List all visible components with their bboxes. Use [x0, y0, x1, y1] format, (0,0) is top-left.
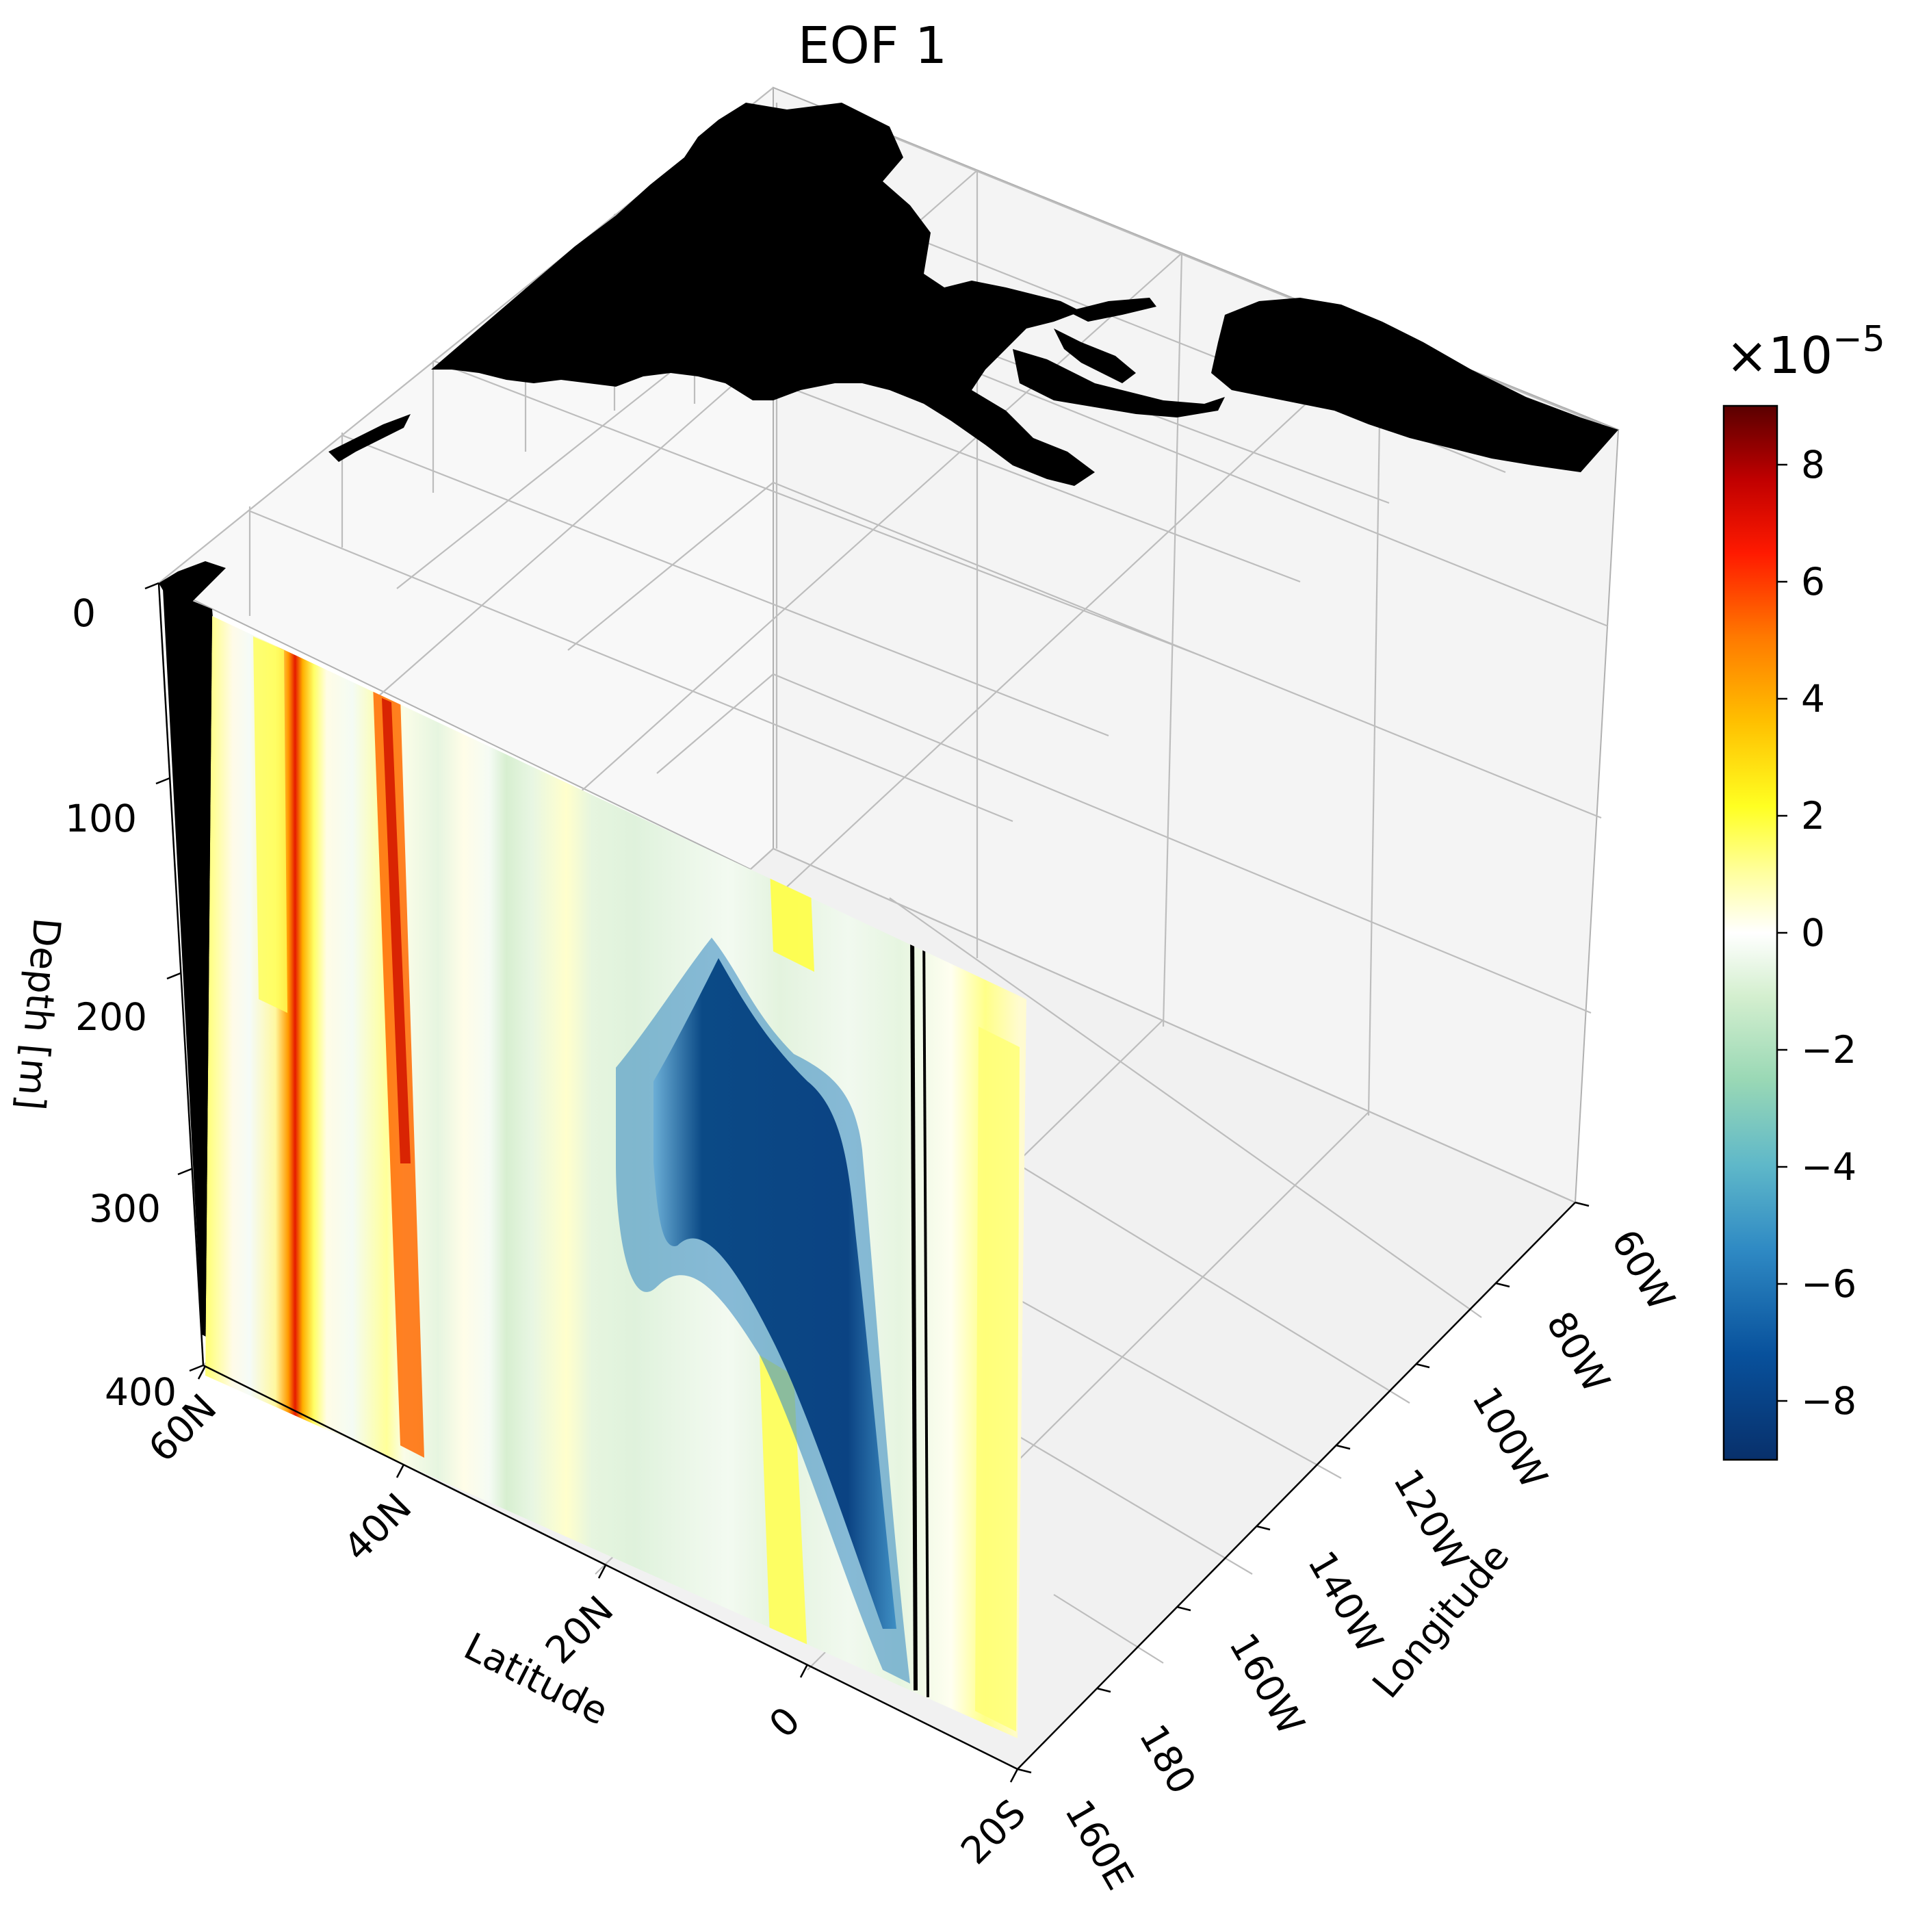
colorbar-scale-base: ×10 — [1726, 326, 1833, 385]
latitude-tick-label: 20N — [537, 1588, 622, 1673]
depth-ticks — [144, 582, 204, 1372]
longitude-tick-label: 160W — [1221, 1625, 1313, 1742]
colorbar-scale-exponent: −5 — [1833, 319, 1885, 360]
longitude-axis-line — [1017, 1202, 1576, 1770]
colorbar-tick-labels: 8 6 4 2 0 −2 −4 −6 −8 — [1801, 443, 1856, 1423]
south-america-land — [1211, 298, 1618, 472]
depth-tick-label: 300 — [89, 1187, 161, 1231]
latitude-tick-label: 40N — [335, 1485, 420, 1570]
land-masses — [159, 103, 1618, 616]
depth-axis-label: Depth [m] — [9, 916, 69, 1112]
depth-tick-label: 400 — [105, 1370, 177, 1414]
longitude-tick-label: 80W — [1538, 1304, 1619, 1400]
colorbar-tick-label: −2 — [1801, 1028, 1856, 1072]
central-america-land — [1054, 329, 1136, 383]
section-slice — [163, 589, 1026, 1738]
latitude-tick-label: 0 — [761, 1699, 809, 1747]
band-20s — [975, 1027, 1020, 1731]
colorbar-tick-label: 0 — [1801, 911, 1825, 955]
colorbar-tick-label: 6 — [1801, 560, 1825, 604]
band-40n-core — [382, 698, 411, 1163]
longitude-tick-label: 60W — [1603, 1222, 1684, 1318]
longitude-tick-label: 160E — [1057, 1792, 1142, 1897]
colorbar-tick-label: −6 — [1801, 1262, 1856, 1306]
depth-tick-labels: 0 100 200 300 400 — [65, 591, 177, 1414]
alaska-land — [328, 414, 411, 462]
colorbar-tick-label: 8 — [1801, 443, 1825, 487]
latitude-ticks — [197, 1365, 1019, 1783]
central-america-isthmus — [1013, 349, 1225, 417]
band-48n — [253, 636, 287, 1013]
land-sliver-1 — [910, 920, 918, 1691]
negative-anomaly-core — [653, 958, 896, 1629]
chart-title: EOF 1 — [798, 16, 947, 75]
colorbar-tick-label: −8 — [1801, 1379, 1856, 1423]
longitude-tick-label: 100W — [1464, 1379, 1556, 1495]
land-sliver-2 — [922, 923, 929, 1698]
latitude-tick-label: 20S — [953, 1791, 1034, 1872]
colorbar: 8 6 4 2 0 −2 −4 −6 −8 ×10−5 — [1722, 319, 1885, 1461]
colorbar-tick-label: 4 — [1801, 677, 1825, 721]
colorbar-tick-label: 2 — [1801, 794, 1825, 838]
colorbar-tick-label: −4 — [1801, 1145, 1856, 1189]
depth-axis-line — [157, 582, 205, 1366]
depth-tick-label: 0 — [72, 591, 96, 635]
longitude-tick-label: 140W — [1299, 1543, 1392, 1660]
axis-lines — [157, 582, 1576, 1770]
longitude-ticks — [1017, 1201, 1590, 1774]
depth-tick-label: 100 — [65, 797, 137, 840]
colorbar-scale-label: ×10−5 — [1726, 319, 1885, 385]
band-eq-upper — [770, 869, 814, 972]
latitude-axis-line — [203, 1364, 1018, 1770]
colorbar-ticks — [1777, 463, 1787, 1402]
longitude-tick-label: 180 — [1130, 1717, 1204, 1801]
colorbar-gradient — [1722, 404, 1778, 1461]
north-america-land — [431, 103, 1095, 486]
depth-tick-label: 200 — [75, 995, 147, 1039]
caribbean-land — [1067, 298, 1156, 322]
